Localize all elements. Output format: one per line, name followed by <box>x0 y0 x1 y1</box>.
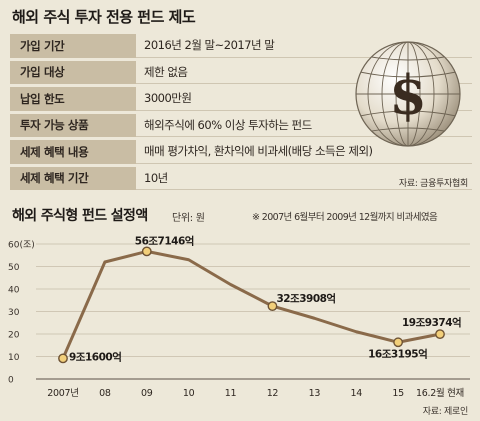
x-tick-label: 12 <box>267 388 279 399</box>
fund-info-table: 가입 기간 2016년 2월 말~2017년 말 가입 대상 제한 없음 납입 … <box>10 34 472 193</box>
info-row: 세제 혜택 내용 매매 평가차익, 환차익에 비과세(배당 소득은 제외) <box>10 140 472 164</box>
top-title: 해외 주식 투자 전용 펀드 제도 <box>12 8 196 26</box>
y-tick-label: 10 <box>8 353 20 363</box>
y-tick-label: 20 <box>8 331 20 341</box>
info-value: 3000만원 <box>136 87 472 111</box>
info-label: 납입 한도 <box>10 87 136 111</box>
data-point <box>267 301 278 312</box>
x-tick-label: 2007년 <box>47 388 78 399</box>
data-point <box>393 337 404 348</box>
info-row: 세제 혜택 기간 10년 <box>10 166 472 190</box>
data-point <box>141 246 152 257</box>
info-row: 가입 기간 2016년 2월 말~2017년 말 <box>10 34 472 58</box>
info-value: 2016년 2월 말~2017년 말 <box>136 34 472 58</box>
info-value: 제한 없음 <box>136 61 472 84</box>
info-label: 가입 기간 <box>10 34 136 58</box>
data-label: 32조3908억 <box>276 293 335 305</box>
x-tick-label: 09 <box>141 388 153 399</box>
data-label: 16조3195억 <box>368 348 427 360</box>
info-value: 10년 <box>136 167 472 190</box>
info-row: 납입 한도 3000만원 <box>10 87 472 111</box>
x-tick-label: 14 <box>350 388 362 399</box>
data-point <box>435 329 445 340</box>
x-tick-label: 10 <box>183 388 195 399</box>
x-tick-label: 16.2월 현재 <box>416 387 464 399</box>
y-tick-label: 30 <box>8 308 20 318</box>
series-line <box>61 249 441 359</box>
unit-label: 단위: 원 <box>172 213 205 224</box>
source-bottom: 자료: 제로인 <box>422 407 469 417</box>
info-label: 세제 혜택 내용 <box>10 140 136 164</box>
globe-dollar-sign: $ <box>389 63 427 127</box>
info-row: 투자 가능 상품 해외주식에 60% 이상 투자하는 펀드 <box>10 113 472 137</box>
x-tick-label: 11 <box>225 388 237 399</box>
info-value: 매매 평가차익, 환차익에 비과세(배당 소득은 제외) <box>136 140 472 164</box>
chart-title: 해외 주식형 펀드 설정액 <box>12 208 148 224</box>
info-row: 가입 대상 제한 없음 <box>10 60 472 84</box>
chart-note: ※ 2007년 6월부터 2009년 12월까지 비과세였음 <box>252 212 438 223</box>
y-tick-label: 50 <box>8 263 20 273</box>
x-tick-label: 15 <box>392 388 404 399</box>
y-tick-label: 0 <box>8 376 14 386</box>
source-top: 자료: 금융투자협회 <box>398 179 468 189</box>
globe-dollar-icon: $ <box>355 41 461 147</box>
data-label: 19조9374억 <box>402 317 461 329</box>
data-label: 56조7146억 <box>135 235 194 247</box>
y-tick-label: 40 <box>8 286 20 296</box>
data-point <box>58 353 68 364</box>
x-tick-label: 08 <box>99 388 111 399</box>
info-label: 가입 대상 <box>10 60 136 84</box>
x-tick-label: 13 <box>309 388 321 399</box>
data-label: 9조1600억 <box>69 351 121 363</box>
info-label: 세제 혜택 기간 <box>10 166 136 190</box>
y-tick-label: 60(조) <box>8 241 35 251</box>
info-label: 투자 가능 상품 <box>10 113 136 137</box>
info-value: 해외주식에 60% 이상 투자하는 펀드 <box>136 114 472 137</box>
